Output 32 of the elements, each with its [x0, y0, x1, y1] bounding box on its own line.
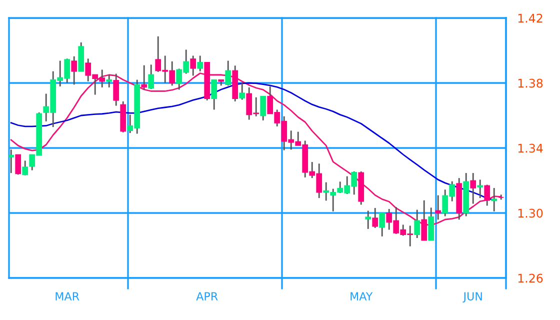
- x-tick-label: MAR: [56, 292, 80, 300]
- candlestick: [141, 64, 148, 90]
- candlestick: [365, 210, 372, 230]
- candlestick: [190, 55, 196, 76]
- y-tick-label: 1.26: [518, 274, 543, 283]
- candlestick: [372, 207, 378, 229]
- candlestick: [148, 64, 154, 90]
- candlestick: [197, 55, 204, 72]
- candlestick: [428, 206, 434, 241]
- candlestick: [484, 184, 490, 206]
- candlestick: [15, 154, 22, 176]
- candlestick: [260, 96, 266, 122]
- y-tick-label: 1.42: [518, 14, 542, 22]
- candlestick: [71, 56, 78, 86]
- x-tick-label: JUN: [462, 292, 482, 303]
- candlestick: [239, 82, 246, 100]
- candlestick: [477, 178, 484, 199]
- candlestick: [414, 209, 420, 239]
- candlestick: [379, 212, 386, 238]
- y-tick-label: 1.30: [518, 208, 543, 218]
- candlestick: [225, 60, 232, 86]
- candlestick: [470, 172, 476, 204]
- y-tick-label: 1.34: [518, 144, 543, 153]
- candlestick: [421, 200, 428, 241]
- candlestick: [491, 187, 498, 212]
- x-tick-label: MAY: [350, 292, 373, 300]
- candlestick: [113, 73, 120, 106]
- candlestick: [9, 148, 14, 174]
- candlestick: [211, 79, 218, 110]
- x-tick-label: APR: [196, 292, 218, 300]
- candlestick: [106, 74, 112, 88]
- y-tick-label: 1.38: [518, 78, 543, 88]
